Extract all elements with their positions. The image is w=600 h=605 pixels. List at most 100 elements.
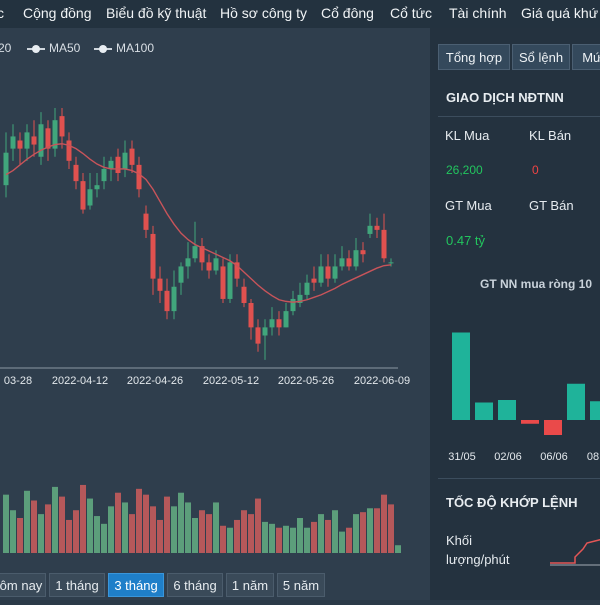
volume-bar (325, 519, 331, 553)
candle-body (150, 233, 156, 279)
legend-ma50-label: MA50 (49, 41, 81, 55)
volume-bar (52, 486, 58, 553)
volume-bar (87, 498, 93, 553)
legend-ma20[interactable]: 20 (0, 41, 11, 55)
net-buy-bar (544, 420, 562, 435)
candle-body (80, 181, 86, 210)
volume-bar (171, 506, 177, 553)
candle-body (143, 213, 149, 230)
tab-order-book[interactable]: Sổ lệnh (512, 44, 570, 70)
nav-item-partial[interactable]: c (0, 5, 4, 21)
volume-bar (283, 525, 289, 553)
sidebar-panel (430, 28, 600, 600)
candle-body (297, 294, 303, 303)
candle-body (311, 278, 317, 283)
net-buy-bar (475, 402, 493, 420)
volume-bar (115, 492, 121, 553)
volume-bar (17, 518, 23, 553)
candle-body (227, 262, 233, 299)
volume-bar (3, 494, 9, 553)
candle-body (94, 185, 100, 190)
volume-bar (374, 508, 380, 553)
kl-mua-label: KL Mua (445, 128, 490, 143)
volume-bar (164, 496, 170, 553)
candle-body (185, 258, 191, 267)
volume-bar (381, 494, 387, 553)
x-tick-label: 2022-04-26 (127, 375, 183, 387)
net-buy-tick-label: 02/06 (494, 451, 522, 463)
candle-body (269, 319, 275, 328)
candle-body (255, 327, 261, 344)
net-buy-tick-label: 06/06 (540, 451, 568, 463)
nav-item-community[interactable]: Cộng đồng (23, 5, 92, 21)
legend-ma50[interactable]: MA50 (27, 41, 80, 55)
volume-bar (185, 502, 191, 553)
speed-label-line1: Khối (446, 533, 473, 548)
candle-body (360, 250, 366, 255)
gt-ban-label: GT Bán (529, 198, 574, 213)
ma-line (5, 143, 392, 303)
range-5-years-button[interactable]: 5 năm (277, 573, 325, 597)
volume-bar (388, 504, 394, 553)
candle-body (332, 266, 338, 279)
volume-bar (339, 531, 345, 553)
legend-ma50-marker (27, 44, 45, 53)
candle-body (115, 156, 121, 173)
tab-summary[interactable]: Tổng hợp (438, 44, 510, 70)
volume-bar (10, 510, 16, 553)
candle-body (59, 116, 65, 137)
candle-body (248, 303, 254, 328)
volume-bar (157, 519, 163, 553)
volume-bar (31, 500, 37, 553)
volume-bar (45, 504, 51, 553)
volume-bar (73, 510, 79, 553)
tab-price-levels[interactable]: Mứ (572, 44, 600, 70)
net-buy-bar (498, 400, 516, 420)
legend-ma100-label: MA100 (116, 41, 155, 55)
candle-body (101, 168, 107, 182)
x-tick-label: 2022-06-09 (354, 375, 410, 387)
volume-bar (318, 514, 324, 553)
volume-bar (59, 496, 65, 553)
candle-body (318, 266, 324, 283)
volume-bar (332, 510, 338, 553)
candle-body (220, 266, 226, 299)
price-chart[interactable]: 03-28 2022-04-12 2022-04-26 2022-05-12 2022-… (0, 28, 430, 600)
volume-bar (213, 502, 219, 553)
candle-body (87, 189, 93, 206)
candle-body (213, 258, 219, 271)
range-1-year-button[interactable]: 1 năm (226, 573, 274, 597)
volume-bar (80, 484, 86, 553)
nav-item-technical-chart[interactable]: Biểu đồ kỹ thuật (106, 5, 207, 21)
volume-bar (199, 510, 205, 553)
x-tick-label: 2022-05-12 (203, 375, 259, 387)
volume-bar (143, 494, 149, 553)
candle-body (339, 258, 345, 267)
nav-item-price-history[interactable]: Giá quá khứ (521, 5, 599, 21)
candle-body (353, 250, 359, 267)
legend-ma100[interactable]: MA100 (94, 41, 154, 55)
range-1-month-button[interactable]: 1 tháng (49, 573, 105, 597)
range-today-button[interactable]: ôm nay (0, 573, 46, 597)
gt-mua-value: 0.47 tỷ (446, 233, 486, 248)
nav-item-dividends[interactable]: Cổ tức (390, 5, 433, 21)
price-chart-panel: 03-28 2022-04-12 2022-04-26 2022-05-12 2022-… (0, 28, 430, 600)
candle-body (283, 311, 289, 328)
kl-ban-label: KL Bán (529, 128, 572, 143)
nav-item-shareholders[interactable]: Cổ đông (321, 5, 374, 21)
volume-bar (353, 514, 359, 553)
nav-item-company-profile[interactable]: Hồ sơ công ty (220, 5, 307, 21)
range-3-months-button[interactable]: 3 tháng (108, 573, 164, 597)
net-buy-bar (521, 420, 539, 424)
volume-bar (24, 490, 30, 553)
volume-bar (269, 523, 275, 553)
volume-bar (395, 545, 401, 553)
candle-body (367, 225, 373, 234)
candle-body (374, 225, 380, 230)
foreign-trading-title: GIAO DỊCH NĐTNN (446, 90, 564, 105)
nav-item-finance[interactable]: Tài chính (449, 5, 507, 21)
kl-ban-value: 0 (532, 163, 539, 177)
range-6-months-button[interactable]: 6 tháng (167, 573, 223, 597)
candle-body (10, 136, 16, 149)
candle-body (241, 286, 247, 303)
